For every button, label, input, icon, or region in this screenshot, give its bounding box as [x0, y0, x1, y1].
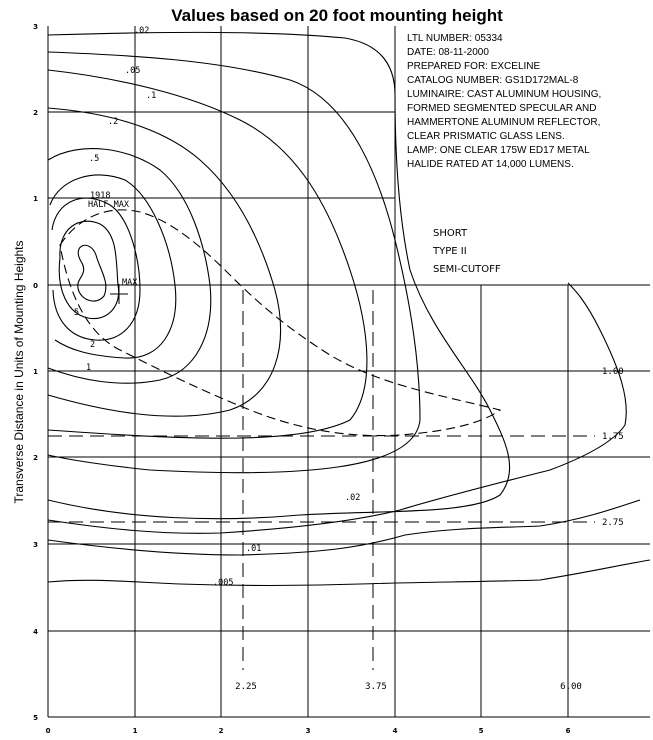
contour-lines: [47, 31, 651, 587]
classification: SHORT TYPE II SEMI-CUTOFF: [432, 228, 501, 275]
y-tick-labels: 3 2 1 0 1 2 3 4 5: [33, 23, 38, 722]
marker-label-v: 6.00: [560, 682, 582, 692]
x-tick-label: 3: [306, 727, 311, 735]
contour-label: .5: [89, 154, 99, 164]
contour-label: .005: [213, 578, 233, 588]
info-line: FORMED SEGMENTED SPECULAR AND: [407, 103, 596, 114]
contour-005: [47, 51, 421, 474]
contour-label: .02: [134, 26, 149, 36]
contour-inner-2: [58, 220, 120, 320]
y-tick-label: 4: [33, 628, 38, 636]
contour-label: .05: [125, 66, 140, 76]
info-line: DATE: 08-11-2000: [407, 47, 489, 58]
info-line: LAMP: ONE CLEAR 175W ED17 METAL: [407, 145, 590, 156]
x-tick-labels: 0 1 2 3 4 5 6: [46, 727, 571, 735]
max-marker: [110, 284, 128, 304]
half-max-contour: [59, 209, 502, 437]
y-tick-label: 1: [33, 195, 38, 203]
contour-label: 5: [74, 308, 79, 318]
contour-05: [47, 148, 212, 384]
contour-inner-1: [77, 244, 107, 302]
contour-inner-4: [49, 174, 177, 359]
y-axis-label: Transverse Distance in Units of Mounting…: [12, 240, 26, 503]
marker-label-v: 3.75: [365, 682, 387, 692]
y-tick-label: 5: [33, 714, 38, 722]
contour-labels: .02 .05 .1 .2 .5 1918 HALF MAX MAX 5 2 1…: [74, 26, 360, 588]
contour-label: 2: [90, 340, 95, 350]
info-line: CATALOG NUMBER: GS1D172MAL-8: [407, 75, 579, 86]
x-tick-label: 4: [393, 727, 398, 735]
marker-label-h: 1.75: [602, 432, 624, 442]
classification-line: TYPE II: [432, 246, 467, 257]
y-tick-label: 3: [33, 23, 38, 31]
info-line: LTL NUMBER: 05334: [407, 33, 503, 44]
x-tick-label: 5: [479, 727, 484, 735]
contour-label: .1: [146, 91, 156, 101]
contour-label: .2: [108, 117, 118, 127]
marker-label-h: 1.00: [602, 367, 624, 377]
classification-line: SHORT: [433, 228, 468, 239]
x-tick-label: 6: [566, 727, 571, 735]
info-line: HAMMERTONE ALUMINUM REFLECTOR,: [407, 117, 600, 128]
y-tick-label: 1: [33, 368, 38, 376]
contour-inner-3: [51, 197, 141, 341]
x-tick-label: 2: [219, 727, 224, 735]
y-tick-label: 2: [33, 454, 38, 462]
x-tick-label: 0: [46, 727, 51, 735]
info-line: LUMINAIRE: CAST ALUMINUM HOUSING,: [407, 89, 601, 100]
info-block: LTL NUMBER: 05334 DATE: 08-11-2000 PREPA…: [407, 33, 601, 170]
contour-outer-1: [47, 282, 627, 534]
contour-label: 1: [86, 363, 91, 373]
contour-label: 1918: [90, 191, 110, 201]
contour-label: .02: [345, 493, 360, 503]
y-tick-label: 3: [33, 541, 38, 549]
contour-outer-2: [47, 499, 641, 556]
dashed-markers: [48, 290, 595, 670]
contour-label: .01: [246, 544, 261, 554]
diagram-title: Values based on 20 foot mounting height: [171, 6, 503, 25]
y-tick-label: 0: [33, 282, 38, 290]
info-line: HALIDE RATED AT 14,000 LUMENS.: [407, 159, 574, 170]
x-tick-label: 1: [133, 727, 138, 735]
contour-0002: [47, 31, 511, 520]
contour-01: [47, 69, 368, 439]
contour-outer-3: [47, 559, 651, 587]
marker-label-v: 2.25: [235, 682, 257, 692]
info-line: PREPARED FOR: EXCELINE: [407, 61, 541, 72]
contour-label: MAX: [122, 278, 138, 288]
contour-02: [47, 107, 282, 417]
marker-label-h: 2.75: [602, 518, 624, 528]
contour-label: HALF MAX: [88, 200, 130, 210]
info-block-bg: [400, 28, 650, 186]
classification-line: SEMI-CUTOFF: [433, 264, 501, 275]
info-line: CLEAR PRISMATIC GLASS LENS.: [407, 131, 565, 142]
y-tick-label: 2: [33, 109, 38, 117]
